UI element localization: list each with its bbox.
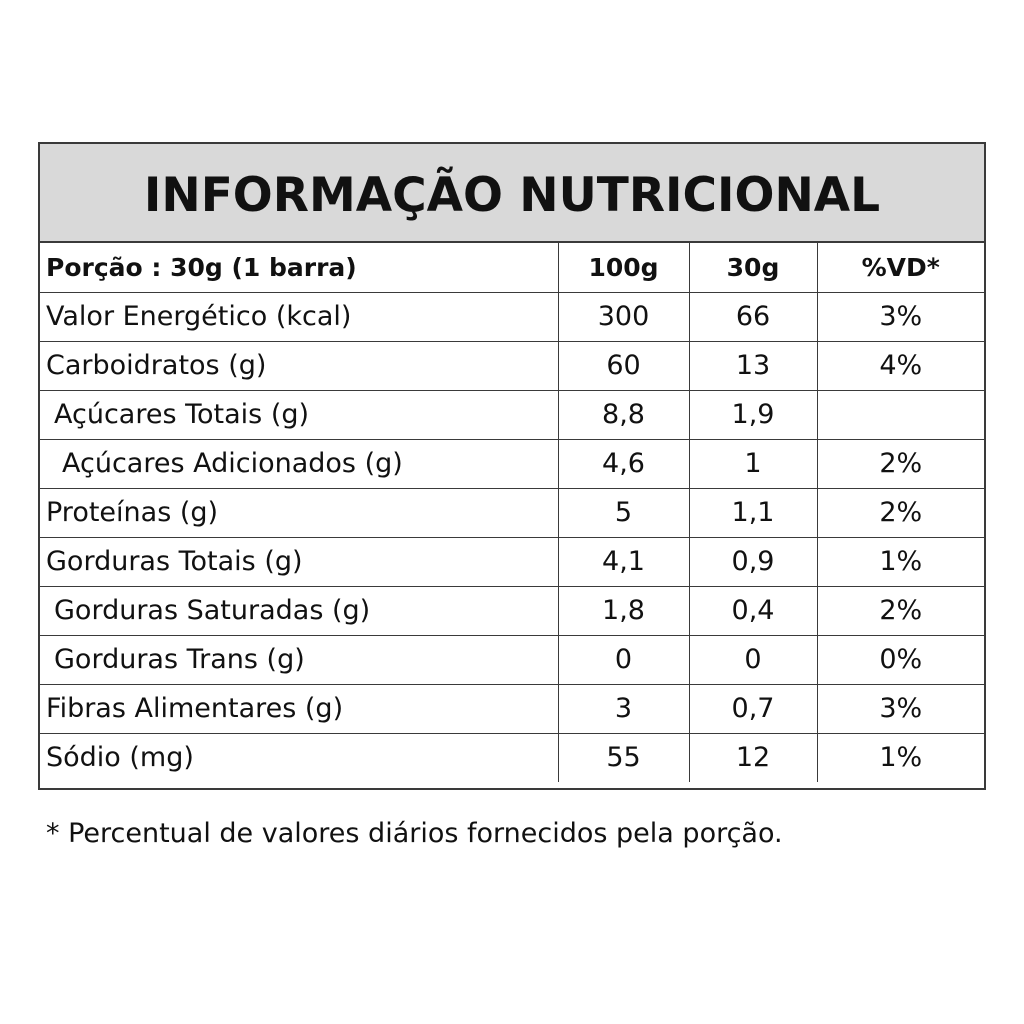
- nutrient-label: Valor Energético (kcal): [40, 291, 558, 341]
- value-100g: 5: [557, 487, 689, 537]
- value-vd: [816, 389, 984, 439]
- value-100g: 4,6: [557, 438, 689, 488]
- value-100g: 4,1: [557, 536, 689, 586]
- value-vd: 2%: [816, 487, 984, 537]
- value-100g: 8,8: [557, 389, 689, 439]
- value-vd: 1%: [816, 536, 984, 586]
- value-30g: 0: [688, 634, 817, 684]
- value-vd: 2%: [816, 585, 984, 635]
- value-vd: 2%: [816, 438, 984, 488]
- value-100g: 300: [557, 291, 689, 341]
- table-row: Açúcares Adicionados (g) 4,6 1 2%: [40, 438, 984, 488]
- nutrient-label: Açúcares Totais (g): [40, 389, 558, 439]
- value-30g: 1,9: [688, 389, 817, 439]
- value-vd: 1%: [816, 732, 984, 782]
- table-header-row: Porção : 30g (1 barra) 100g 30g %VD*: [40, 243, 984, 292]
- value-vd: 3%: [816, 291, 984, 341]
- value-30g: 0,4: [688, 585, 817, 635]
- value-30g: 66: [688, 291, 817, 341]
- column-header-vd: %VD*: [816, 243, 984, 292]
- column-header-30g: 30g: [688, 243, 817, 292]
- table-row: Sódio (mg) 55 12 1%: [40, 732, 984, 782]
- portion-header: Porção : 30g (1 barra): [46, 252, 357, 282]
- table-row: Valor Energético (kcal) 300 66 3%: [40, 291, 984, 341]
- page-title: INFORMAÇÃO NUTRICIONAL: [143, 168, 881, 223]
- nutrient-label: Açúcares Adicionados (g): [40, 438, 558, 488]
- nutrient-label: Gorduras Saturadas (g): [40, 585, 558, 635]
- table-row: Fibras Alimentares (g) 3 0,7 3%: [40, 683, 984, 733]
- value-100g: 60: [557, 340, 689, 390]
- nutrient-label: Proteínas (g): [40, 487, 558, 537]
- value-100g: 55: [557, 732, 689, 782]
- nutrient-label: Carboidratos (g): [40, 340, 558, 390]
- footnote: * Percentual de valores diários fornecid…: [46, 818, 783, 849]
- value-100g: 1,8: [557, 585, 689, 635]
- nutrition-facts-panel: INFORMAÇÃO NUTRICIONAL Porção : 30g (1 b…: [38, 142, 986, 790]
- nutrition-table: Porção : 30g (1 barra) 100g 30g %VD* Val…: [40, 243, 984, 782]
- value-30g: 13: [688, 340, 817, 390]
- table-row: Gorduras Totais (g) 4,1 0,9 1%: [40, 536, 984, 586]
- table-row: Gorduras Saturadas (g) 1,8 0,4 2%: [40, 585, 984, 635]
- table-row: Açúcares Totais (g) 8,8 1,9: [40, 389, 984, 439]
- nutrient-label: Sódio (mg): [40, 732, 558, 782]
- value-30g: 1: [688, 438, 817, 488]
- nutrient-label: Gorduras Trans (g): [40, 634, 558, 684]
- value-vd: 3%: [816, 683, 984, 733]
- table-row: Gorduras Trans (g) 0 0 0%: [40, 634, 984, 684]
- value-30g: 0,7: [688, 683, 817, 733]
- column-header-100g: 100g: [557, 243, 689, 292]
- value-30g: 0,9: [688, 536, 817, 586]
- table-row: Carboidratos (g) 60 13 4%: [40, 340, 984, 390]
- value-vd: 4%: [816, 340, 984, 390]
- table-row: Proteínas (g) 5 1,1 2%: [40, 487, 984, 537]
- value-30g: 12: [688, 732, 817, 782]
- title-band: INFORMAÇÃO NUTRICIONAL: [40, 144, 984, 243]
- value-100g: 3: [557, 683, 689, 733]
- value-vd: 0%: [816, 634, 984, 684]
- nutrient-label: Gorduras Totais (g): [40, 536, 558, 586]
- value-30g: 1,1: [688, 487, 817, 537]
- value-100g: 0: [557, 634, 689, 684]
- nutrient-label: Fibras Alimentares (g): [40, 683, 558, 733]
